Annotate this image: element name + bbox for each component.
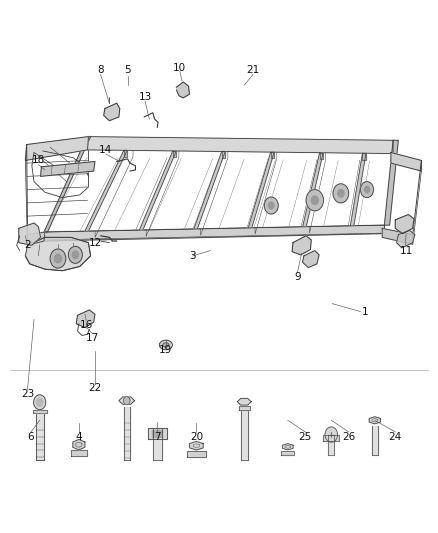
Text: 7: 7 — [154, 432, 160, 442]
Circle shape — [333, 184, 349, 203]
Text: 24: 24 — [389, 432, 402, 442]
Polygon shape — [222, 151, 225, 158]
Text: 2: 2 — [24, 240, 31, 251]
Text: 9: 9 — [294, 272, 300, 282]
Polygon shape — [41, 161, 95, 176]
Text: 8: 8 — [97, 66, 104, 75]
Polygon shape — [237, 398, 251, 405]
Polygon shape — [303, 251, 319, 268]
Polygon shape — [76, 310, 95, 327]
Polygon shape — [148, 428, 167, 439]
Polygon shape — [85, 150, 127, 231]
Ellipse shape — [163, 343, 169, 347]
Polygon shape — [271, 152, 274, 158]
Text: 5: 5 — [124, 66, 131, 75]
Text: 6: 6 — [28, 432, 34, 442]
Polygon shape — [391, 152, 421, 171]
Circle shape — [36, 398, 43, 406]
Polygon shape — [283, 443, 293, 450]
Text: 12: 12 — [88, 238, 102, 248]
Polygon shape — [124, 150, 127, 157]
Circle shape — [360, 182, 374, 198]
Polygon shape — [73, 439, 85, 450]
Polygon shape — [87, 136, 393, 154]
Polygon shape — [104, 103, 120, 120]
Text: 18: 18 — [32, 156, 45, 165]
Text: 25: 25 — [299, 432, 312, 442]
Polygon shape — [328, 440, 334, 455]
Text: 10: 10 — [173, 63, 187, 72]
Circle shape — [325, 427, 338, 442]
Polygon shape — [395, 215, 414, 233]
Polygon shape — [124, 407, 130, 460]
Polygon shape — [19, 223, 41, 245]
Polygon shape — [173, 151, 176, 157]
Polygon shape — [152, 430, 162, 437]
Polygon shape — [239, 406, 250, 410]
Text: 17: 17 — [86, 333, 99, 343]
Polygon shape — [194, 151, 225, 229]
Polygon shape — [363, 153, 366, 159]
Text: 3: 3 — [190, 251, 196, 261]
Polygon shape — [320, 152, 323, 159]
Circle shape — [311, 196, 318, 205]
Polygon shape — [44, 225, 385, 240]
Text: 23: 23 — [21, 389, 34, 399]
Circle shape — [264, 197, 278, 214]
Text: 26: 26 — [342, 432, 355, 442]
Polygon shape — [28, 232, 45, 245]
Polygon shape — [25, 136, 88, 160]
Polygon shape — [292, 236, 311, 255]
Circle shape — [72, 251, 78, 259]
Polygon shape — [44, 225, 385, 241]
Text: 20: 20 — [190, 432, 203, 442]
Polygon shape — [369, 417, 381, 424]
Circle shape — [50, 249, 66, 268]
Text: 14: 14 — [99, 145, 113, 155]
Polygon shape — [323, 434, 339, 441]
Polygon shape — [190, 441, 203, 450]
Text: 13: 13 — [138, 92, 152, 102]
Text: 21: 21 — [246, 66, 260, 75]
Circle shape — [268, 202, 274, 209]
Polygon shape — [153, 438, 162, 460]
Circle shape — [68, 246, 82, 263]
Circle shape — [34, 395, 46, 410]
Polygon shape — [385, 140, 398, 225]
Polygon shape — [350, 153, 366, 226]
Text: 1: 1 — [361, 306, 368, 317]
Polygon shape — [71, 450, 87, 456]
Polygon shape — [44, 136, 91, 232]
Text: 22: 22 — [88, 383, 102, 393]
Polygon shape — [187, 451, 206, 457]
Polygon shape — [248, 152, 274, 228]
Polygon shape — [177, 82, 189, 98]
Text: 16: 16 — [80, 320, 93, 330]
Circle shape — [54, 254, 61, 263]
Polygon shape — [241, 410, 248, 460]
Polygon shape — [25, 237, 91, 271]
Polygon shape — [281, 451, 294, 455]
Polygon shape — [303, 152, 323, 227]
Ellipse shape — [159, 340, 173, 350]
Circle shape — [306, 190, 323, 211]
Polygon shape — [33, 410, 47, 413]
Text: 19: 19 — [159, 345, 173, 356]
Circle shape — [364, 187, 370, 193]
Polygon shape — [396, 230, 415, 248]
Text: 11: 11 — [399, 246, 413, 256]
Polygon shape — [139, 151, 176, 230]
Polygon shape — [372, 425, 378, 455]
Polygon shape — [119, 397, 134, 405]
Polygon shape — [382, 228, 413, 244]
Polygon shape — [36, 410, 44, 460]
Circle shape — [338, 190, 344, 197]
Text: 4: 4 — [75, 432, 82, 442]
Circle shape — [124, 397, 130, 405]
